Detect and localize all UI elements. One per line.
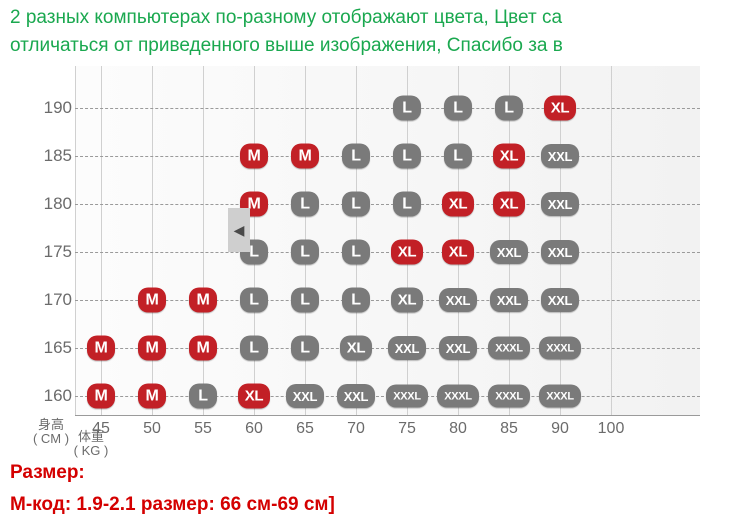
x-tick-label: 85 (500, 420, 518, 438)
size-pill: XXL (490, 240, 528, 264)
y-tick-label: 175 (34, 242, 72, 262)
y-tick-label: 165 (34, 338, 72, 358)
size-pill: XXXL (437, 385, 479, 408)
chart-plot-area: MMLXLXXLXXLXXXLXXXLXXXLXXXLMMMLLXLXXLXXL… (75, 66, 700, 416)
size-pill: L (393, 96, 421, 121)
size-pill: XXXL (488, 337, 530, 360)
disclaimer-text: 2 разных компьютерах по-разному отобража… (0, 0, 730, 60)
y-tick-label: 170 (34, 290, 72, 310)
size-pill: XL (391, 240, 423, 265)
size-pill: XXL (541, 144, 579, 168)
size-pill: L (342, 144, 370, 169)
gridline-horizontal (75, 156, 700, 157)
gridline-horizontal (75, 415, 700, 416)
size-pill: XL (442, 240, 474, 265)
size-pill: XXL (439, 336, 477, 360)
size-pill: XL (493, 192, 525, 217)
size-pill: XXL (541, 288, 579, 312)
gridline-horizontal (75, 204, 700, 205)
y-tick-label: 190 (34, 98, 72, 118)
size-pill: XL (442, 192, 474, 217)
size-pill: XL (238, 384, 270, 409)
size-pill: L (240, 336, 268, 361)
x-tick-label: 90 (551, 420, 569, 438)
size-pill: M (189, 288, 217, 313)
x-tick-label: 100 (598, 420, 625, 438)
size-pill: XXL (439, 288, 477, 312)
size-pill: M (240, 144, 268, 169)
prev-arrow-button[interactable]: ◀ (228, 208, 250, 252)
size-pill: M (138, 336, 166, 361)
size-pill: XXL (286, 384, 324, 408)
size-pill: XXL (541, 240, 579, 264)
size-pill: L (342, 192, 370, 217)
size-pill: M (87, 384, 115, 409)
size-pill: L (342, 288, 370, 313)
chevron-left-icon: ◀ (234, 222, 245, 239)
size-pill: XXL (388, 336, 426, 360)
size-pill: XXXL (386, 385, 428, 408)
size-pill: XXXL (539, 337, 581, 360)
x-tick-label: 75 (398, 420, 416, 438)
size-chart: MMLXLXXLXXLXXXLXXXLXXXLXXXLMMMLLXLXXLXXL… (20, 66, 710, 456)
size-pill: XXL (337, 384, 375, 408)
size-pill: XXL (490, 288, 528, 312)
size-pill: XXXL (488, 385, 530, 408)
size-pill: L (291, 192, 319, 217)
gridline-horizontal (75, 252, 700, 253)
size-pill: XXXL (539, 385, 581, 408)
gridline-vertical (203, 66, 204, 416)
size-info-heading: Размер: (0, 456, 730, 488)
size-pill: XL (340, 336, 372, 361)
x-tick-label: 55 (194, 420, 212, 438)
size-pill: L (495, 96, 523, 121)
x-tick-label: 65 (296, 420, 314, 438)
size-info-line: М-код: 1.9-2.1 размер: 66 см-69 см] (0, 488, 730, 520)
size-pill: L (444, 96, 472, 121)
size-pill: M (87, 336, 115, 361)
size-pill: M (138, 288, 166, 313)
x-tick-label: 80 (449, 420, 467, 438)
size-pill: L (342, 240, 370, 265)
gridline-horizontal (75, 300, 700, 301)
x-tick-label: 50 (143, 420, 161, 438)
size-pill: L (291, 240, 319, 265)
x-axis-caption: 体重( KG ) (68, 430, 114, 458)
gridline-vertical (152, 66, 153, 416)
gridline-vertical (611, 66, 612, 416)
size-pill: L (189, 384, 217, 409)
size-pill: XL (544, 96, 576, 121)
y-tick-label: 160 (34, 386, 72, 406)
size-pill: L (393, 144, 421, 169)
y-tick-label: 185 (34, 146, 72, 166)
x-tick-label: 60 (245, 420, 263, 438)
gridline-vertical (75, 66, 76, 416)
x-tick-label: 70 (347, 420, 365, 438)
size-pill: XL (391, 288, 423, 313)
size-pill: M (138, 384, 166, 409)
size-pill: L (291, 288, 319, 313)
y-tick-label: 180 (34, 194, 72, 214)
gridline-horizontal (75, 108, 700, 109)
size-pill: L (444, 144, 472, 169)
size-pill: L (393, 192, 421, 217)
gridline-vertical (101, 66, 102, 416)
size-pill: XXL (541, 192, 579, 216)
size-pill: L (240, 288, 268, 313)
size-pill: L (291, 336, 319, 361)
size-pill: M (189, 336, 217, 361)
size-pill: XL (493, 144, 525, 169)
size-pill: M (291, 144, 319, 169)
